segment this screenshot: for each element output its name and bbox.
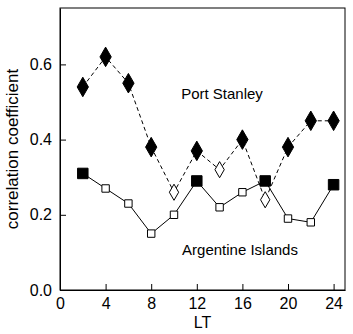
marker	[191, 141, 202, 161]
x-tick-mark	[197, 284, 198, 290]
series-label: Port Stanley	[181, 85, 263, 102]
y-tick-label: 0.2	[30, 206, 52, 223]
marker	[102, 185, 109, 192]
y-tick-label: 0.0	[30, 282, 52, 299]
y-axis-title: correlation coefficient	[3, 69, 22, 230]
marker	[170, 211, 177, 218]
x-axis-title: LT	[194, 314, 212, 331]
y-tick: 0.2	[30, 206, 66, 223]
plot-area	[77, 47, 339, 237]
y-tick-mark	[60, 64, 66, 65]
marker	[282, 137, 293, 157]
x-tick-label: 12	[188, 295, 206, 312]
marker	[146, 137, 157, 157]
y-axis: 0.0 0.2 0.4 0.6	[30, 9, 66, 299]
x-axis: 0 4 8 12 16 20 24	[56, 284, 345, 312]
marker	[239, 189, 246, 196]
x-axis-line	[61, 290, 346, 291]
marker	[216, 204, 223, 211]
y-tick: 0.6	[30, 56, 66, 73]
chart: 0 4 8 12 16 20 24 0.0 0.2 0.4 0.6 LT correlation coe…	[0, 0, 353, 334]
y-tick-mark	[60, 290, 66, 291]
series-line	[83, 173, 334, 233]
marker	[125, 200, 132, 207]
x-tick-mark	[106, 284, 107, 290]
marker	[237, 130, 248, 150]
x-tick-label: 4	[102, 295, 111, 312]
marker	[261, 192, 270, 208]
x-tick: 8	[147, 284, 156, 312]
x-tick: 24	[325, 284, 343, 312]
x-tick: 12	[188, 284, 206, 312]
marker	[78, 168, 88, 178]
marker	[215, 162, 224, 178]
x-tick-mark	[151, 284, 152, 290]
x-tick: 4	[102, 284, 111, 312]
y-tick-mark	[60, 140, 66, 141]
series-label: Argentine Islands	[182, 241, 298, 258]
marker	[328, 111, 339, 131]
x-tick: 20	[280, 284, 298, 312]
y-axis-line	[60, 9, 61, 291]
x-tick-mark	[288, 284, 289, 290]
marker	[169, 184, 178, 200]
y-tick-label: 0.6	[30, 56, 52, 73]
series-line	[83, 57, 334, 200]
y-tick-mark	[60, 215, 66, 216]
x-tick-label: 20	[280, 295, 298, 312]
y-tick: 0.0	[30, 282, 66, 299]
marker	[192, 176, 202, 186]
marker	[328, 179, 338, 189]
y-tick-label: 0.4	[30, 131, 52, 148]
x-tick-label: 8	[147, 295, 156, 312]
marker	[147, 230, 154, 237]
y-tick: 0.4	[30, 131, 66, 148]
marker	[100, 47, 111, 67]
plot-frame	[60, 8, 345, 290]
marker	[284, 215, 291, 222]
x-tick-label: 24	[325, 295, 343, 312]
x-tick-label: 16	[234, 295, 252, 312]
marker	[123, 73, 134, 93]
marker	[307, 219, 314, 226]
x-tick-label: 0	[56, 295, 65, 312]
marker	[305, 111, 316, 131]
x-tick-mark	[242, 284, 243, 290]
x-tick: 16	[234, 284, 252, 312]
marker	[260, 176, 270, 186]
marker	[77, 77, 88, 97]
x-tick-mark	[334, 284, 335, 290]
